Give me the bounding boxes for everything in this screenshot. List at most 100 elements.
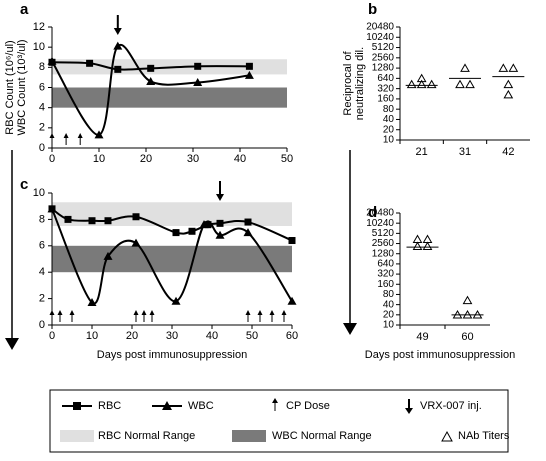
- cp-dose-arrow: [149, 310, 155, 322]
- nab-titer: [460, 63, 470, 72]
- x-axis-label: Days post immunosuppression: [365, 349, 515, 361]
- legend-label: CP Dose: [286, 400, 330, 412]
- x-tick-label: 50: [281, 153, 293, 165]
- vrx-arrow: [113, 15, 122, 35]
- cp-dose-arrow: [245, 310, 251, 322]
- legend: RBC WBC CP Dose VRX-007 inj. RBC Normal …: [49, 389, 510, 453]
- legend-label: WBC: [188, 400, 214, 412]
- point: [114, 65, 122, 73]
- point: [243, 228, 253, 237]
- x-tick-label: 20: [126, 330, 138, 342]
- y-axis-label: WBC Count (10³/ul): [16, 40, 28, 136]
- cp-dose-head: [133, 310, 139, 315]
- y-tick-label: 6: [39, 240, 45, 252]
- x-tick-label: 20: [140, 153, 152, 165]
- point: [245, 62, 253, 70]
- cp-dose-arrow: [281, 310, 287, 322]
- point: [94, 130, 104, 139]
- x-tick-label: 49: [416, 331, 428, 343]
- point: [146, 76, 156, 85]
- vrx-head: [216, 194, 224, 201]
- y-tick-label: 160: [377, 279, 394, 290]
- cp-dose-head: [149, 310, 155, 315]
- y-tick-label: 2: [39, 122, 45, 134]
- cp-dose-arrow: [49, 310, 55, 322]
- y-tick-label: 10: [383, 320, 395, 331]
- nab-titer: [416, 79, 427, 89]
- y-tick-label: 10: [33, 41, 45, 53]
- panel-label: a: [20, 1, 29, 18]
- nab-titer: [498, 63, 509, 72]
- point: [188, 227, 196, 235]
- flow-arrows: [5, 150, 357, 350]
- y-tick-label: 8: [39, 213, 45, 225]
- point: [287, 296, 297, 305]
- y-tick-label: 40: [383, 299, 395, 310]
- cp-dose-arrow: [57, 310, 63, 322]
- y-tick-label: 20: [383, 124, 395, 135]
- nab-titer: [426, 79, 437, 89]
- y-axis-label: neutralizing dil.: [354, 47, 366, 120]
- nab-titer: [452, 310, 463, 319]
- y-tick-label: 12: [33, 21, 45, 33]
- normal-range-band: [52, 202, 292, 226]
- x-tick-label: 50: [246, 330, 258, 342]
- vrx-arrow: [216, 181, 224, 201]
- panel-label: b: [368, 1, 377, 18]
- x-tick-label: 10: [86, 330, 98, 342]
- legend-label: RBC Normal Range: [98, 430, 195, 442]
- point: [244, 218, 252, 226]
- y-tick-label: 80: [383, 289, 395, 300]
- point: [131, 238, 141, 247]
- x-tick-label: 10: [93, 153, 105, 165]
- point: [194, 62, 202, 70]
- nab-titer: [412, 241, 423, 250]
- y-axis-label: RBC Count (10⁶/ul): [4, 40, 16, 134]
- point: [104, 217, 112, 225]
- nab-titer: [465, 79, 475, 89]
- y-tick-label: 2560: [372, 238, 395, 249]
- x-tick-label: 0: [49, 153, 55, 165]
- y-tick-label: 2: [39, 293, 45, 305]
- y-tick-label: 4: [39, 266, 45, 278]
- y-tick-label: 1280: [372, 63, 395, 74]
- y-axis-label: Reciprocal of: [342, 50, 354, 115]
- x-tick-label: 31: [459, 146, 471, 158]
- x-tick-label: 42: [502, 146, 514, 158]
- nab-titer: [472, 310, 483, 319]
- cp-dose-head: [269, 310, 275, 315]
- point: [193, 77, 203, 86]
- legend-label: RBC: [98, 400, 121, 412]
- x-tick-label: 30: [187, 153, 199, 165]
- x-tick-label: 60: [461, 331, 473, 343]
- point: [199, 220, 209, 229]
- y-tick-label: 10: [33, 187, 45, 199]
- y-tick-label: 5120: [372, 42, 395, 53]
- panel-label: c: [20, 176, 28, 193]
- legend-label: NAb Titers: [458, 430, 510, 442]
- legend-label: WBC Normal Range: [272, 430, 372, 442]
- x-tick-label: 40: [234, 153, 246, 165]
- point: [172, 229, 180, 237]
- cp-dose-head: [49, 310, 55, 315]
- x-tick-label: 21: [416, 146, 428, 158]
- y-tick-label: 40: [383, 114, 395, 125]
- cp-dose-head: [245, 310, 251, 315]
- point: [204, 221, 212, 229]
- cp-dose-arrow: [77, 133, 83, 145]
- cp-dose-arrow: [141, 310, 147, 322]
- point: [132, 213, 140, 221]
- point: [288, 237, 296, 245]
- vrx-head: [113, 28, 122, 35]
- cp-dose-arrow: [257, 310, 263, 322]
- nab-titer: [422, 241, 433, 250]
- cp-dose-head: [141, 310, 147, 315]
- cp-dose-arrow: [269, 310, 275, 322]
- x-axis-label: Days post immunosuppression: [97, 349, 247, 361]
- cp-dose-arrow: [49, 133, 55, 145]
- x-tick-label: 60: [286, 330, 298, 342]
- point: [64, 215, 72, 223]
- normal-range-band: [52, 245, 292, 273]
- point: [87, 298, 97, 307]
